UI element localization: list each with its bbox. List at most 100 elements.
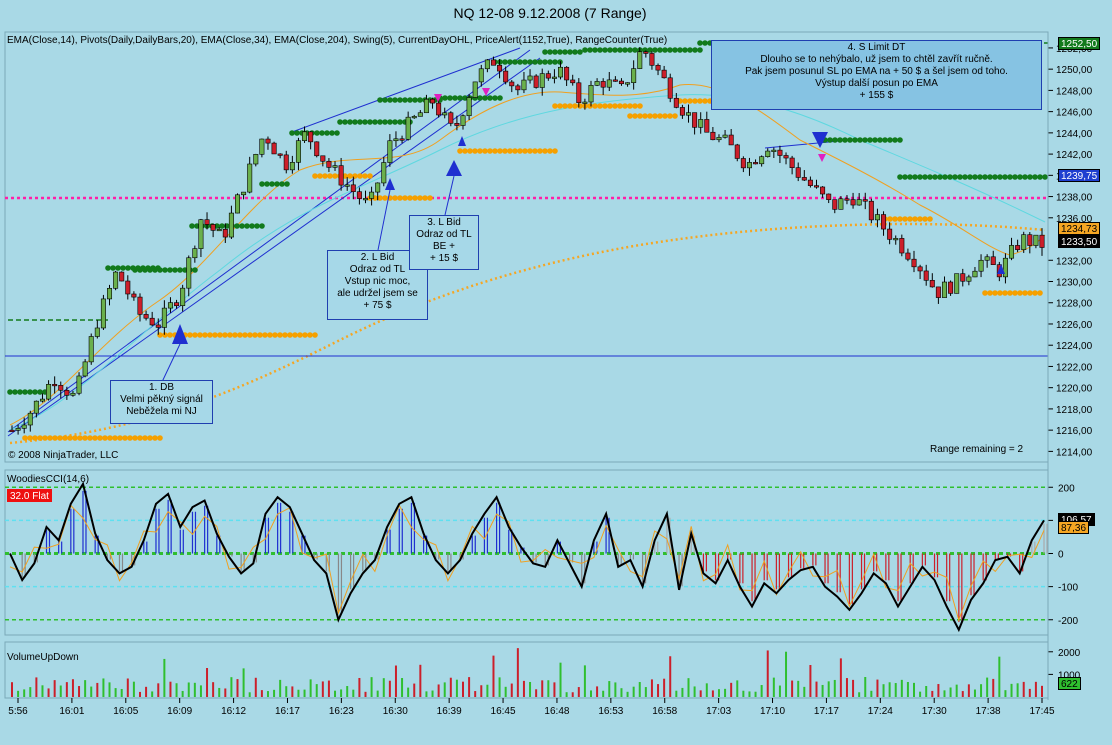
cci-tick-label: -100 [1058, 583, 1078, 594]
candle [94, 320, 100, 339]
candle [594, 78, 600, 87]
annotation-line: Odraz od TL [416, 229, 472, 240]
candle [874, 208, 880, 228]
swing-high-dots [897, 174, 1048, 180]
cci-status-badge: 32.0 Flat [7, 489, 52, 502]
candle [716, 134, 722, 143]
cci-line [9, 481, 1045, 633]
candle [582, 98, 588, 110]
candle [710, 127, 716, 141]
candle [149, 311, 155, 327]
candle [558, 61, 564, 80]
copyright: © 2008 NinjaTrader, LLC [8, 450, 118, 461]
arrow-up-icon [458, 136, 466, 146]
price-tick-label: 1244,00 [1056, 129, 1093, 140]
candle [673, 92, 679, 109]
candle [107, 284, 113, 306]
candle [881, 211, 887, 236]
candle [143, 310, 149, 321]
time-tick-label: 16:09 [167, 706, 192, 717]
candle [1002, 253, 1008, 284]
candle [210, 223, 216, 238]
candle [448, 111, 454, 127]
candle [1009, 237, 1015, 261]
swing-high-dots [377, 97, 443, 103]
candle [381, 156, 387, 187]
candle [161, 300, 167, 335]
candle [941, 276, 947, 298]
candle [923, 264, 929, 286]
candle [929, 273, 935, 288]
candle [70, 390, 76, 397]
candle [576, 78, 582, 108]
annotation-line: BE + [433, 241, 455, 252]
candle [21, 417, 27, 434]
candle [740, 156, 746, 173]
candle [838, 196, 844, 210]
candle [100, 294, 106, 330]
candle [466, 94, 472, 121]
price-badge-alert: 1239,75 [1058, 169, 1101, 182]
swing-low-dots [677, 98, 713, 104]
time-tick-label: 17:17 [814, 706, 839, 717]
candle [167, 297, 173, 313]
annotation-line: + 15 $ [429, 253, 459, 264]
candle [606, 72, 612, 92]
candle [472, 81, 478, 99]
candle [125, 275, 131, 300]
candle [241, 191, 247, 200]
candle [247, 156, 253, 194]
arrow-up-icon [385, 178, 395, 190]
candle [490, 56, 496, 66]
candle [308, 131, 314, 150]
candle [637, 47, 643, 70]
candle [527, 69, 533, 84]
arrow-down-icon [434, 94, 442, 102]
candle [692, 112, 698, 135]
volume-tick-label: 2000 [1058, 648, 1081, 659]
candle [271, 141, 277, 155]
price-tick-label: 1230,00 [1056, 278, 1093, 289]
swing-low-dots [22, 435, 163, 441]
time-tick-label: 5:56 [8, 706, 28, 717]
time-tick-label: 17:24 [868, 706, 893, 717]
candle [180, 284, 186, 312]
indicators-label: EMA(Close,14), Pivots(Daily,DailyBars,20… [7, 35, 667, 46]
candle [228, 205, 234, 240]
candle [46, 380, 52, 401]
ema34-line [9, 94, 1046, 431]
candle [484, 59, 490, 73]
ema14-line [9, 83, 1046, 426]
cci-tick-label: 0 [1058, 550, 1064, 561]
candle [551, 69, 557, 84]
candle [905, 248, 911, 262]
candle [417, 110, 423, 117]
cci-badge-turbo: 87,36 [1058, 521, 1090, 534]
candle [375, 182, 381, 201]
candle [362, 190, 368, 204]
candle [686, 104, 692, 123]
candle [789, 155, 795, 175]
candle [807, 176, 813, 188]
candle [783, 152, 789, 165]
candle [795, 162, 801, 182]
candle [539, 68, 545, 96]
swing-high-dots [817, 137, 903, 143]
arrow-up-icon [997, 264, 1005, 274]
candle [216, 227, 222, 232]
candle [753, 159, 759, 165]
swing-low-dots [627, 113, 678, 119]
candle [454, 115, 460, 131]
candle [679, 104, 685, 119]
candle [820, 186, 826, 198]
candle [1021, 231, 1027, 253]
candle [131, 291, 137, 301]
candle [759, 155, 765, 167]
candle [698, 112, 704, 134]
time-tick-label: 16:30 [383, 706, 408, 717]
candle [137, 293, 143, 322]
annotation-line: Výstup další posun po EMA [815, 78, 938, 89]
price-tick-label: 1236,00 [1056, 214, 1093, 225]
